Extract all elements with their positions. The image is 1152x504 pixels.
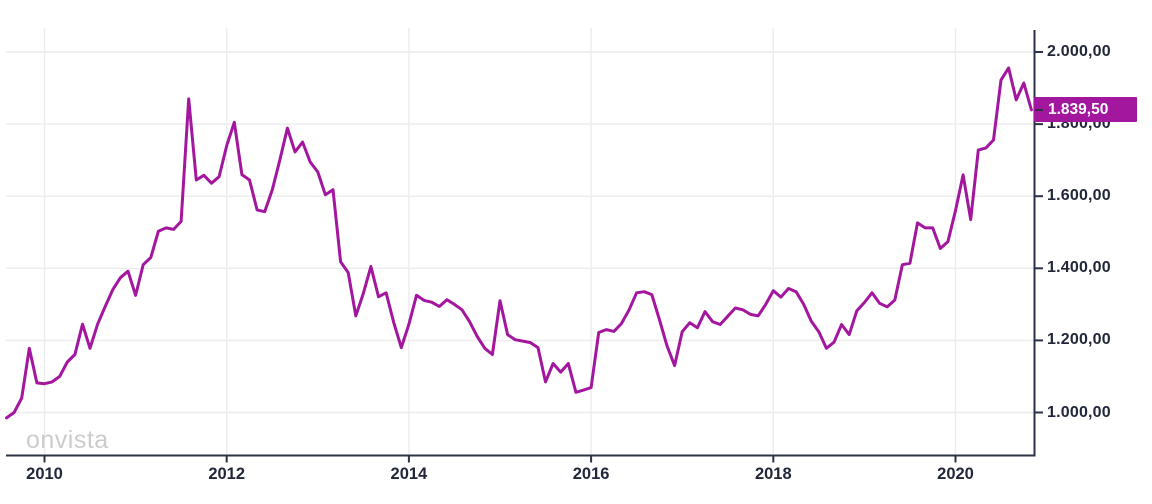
x-tick-label: 2016 [572,465,610,483]
x-tick-label: 2020 [937,465,974,483]
y-tick-label: 2.000,00 [1047,43,1111,60]
price-line[interactable] [5,66,1033,420]
y-tick-label: 1.400,00 [1047,259,1111,277]
last-price-tick [1035,108,1043,111]
x-tick-label: 2018 [754,465,792,483]
y-tick-label: 1.600,00 [1047,187,1111,205]
last-price-badge: 1.839,50 [1034,97,1137,123]
y-tick-label: 1.000,00 [1047,403,1111,421]
onvista-watermark: onvista [26,426,109,454]
y-tick-label: 1.200,00 [1047,331,1111,349]
last-price-value: 1.839,50 [1048,100,1109,118]
x-tick-label: 2012 [208,465,246,483]
x-tick-label: 2014 [390,465,428,483]
x-tick-label: 2010 [26,465,63,483]
